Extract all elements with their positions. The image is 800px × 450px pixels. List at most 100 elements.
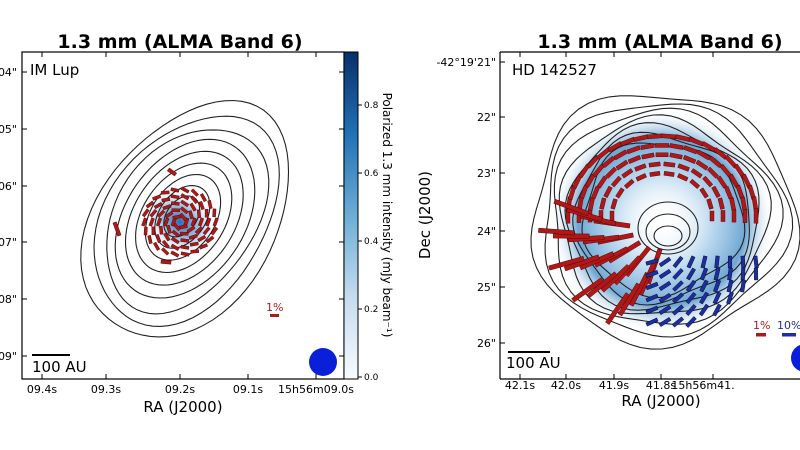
left-contours bbox=[80, 99, 290, 338]
right-red-vector bbox=[641, 152, 655, 160]
right-blue-vector bbox=[658, 305, 672, 315]
right-blue-vector bbox=[727, 267, 733, 281]
right-blue-vector bbox=[645, 281, 659, 291]
left-polarization-vector bbox=[204, 209, 209, 218]
left-polarization-vector bbox=[160, 259, 172, 265]
left-polarization-vector bbox=[180, 251, 190, 257]
left-polarization-vector bbox=[170, 201, 180, 206]
right-red-vector bbox=[677, 163, 690, 172]
right-blue-vector bbox=[686, 255, 696, 269]
right-red-vector bbox=[599, 197, 607, 210]
right-contour-line bbox=[530, 95, 800, 350]
right-cavity-contour bbox=[645, 213, 691, 251]
right-red-vector bbox=[596, 175, 608, 189]
left-y-axis-label: Dec (J2000) bbox=[416, 171, 434, 259]
right-red-vector bbox=[634, 163, 647, 172]
left-polarization-vector bbox=[199, 193, 207, 203]
right-x-tick-label: 15h56m41. bbox=[671, 379, 734, 392]
right-blue-vector bbox=[645, 293, 659, 303]
right-blue-vector bbox=[685, 279, 697, 293]
left-x-tick-label: 09.1s bbox=[233, 383, 263, 396]
left-x-tick-label: 09.3s bbox=[91, 383, 121, 396]
left-polarization-vector bbox=[196, 209, 202, 219]
right-blue-vector bbox=[685, 316, 697, 328]
right-plot-area: 100 AU HD 142527 1% 10% bbox=[500, 52, 800, 379]
left-polarization-vector bbox=[167, 167, 177, 177]
right-red-vector bbox=[706, 198, 714, 210]
right-red-vector bbox=[621, 168, 634, 179]
left-source-name: IM Lup bbox=[30, 61, 79, 79]
left-polarization-vector bbox=[205, 217, 212, 227]
right-red-vector bbox=[702, 175, 714, 188]
left-polarization-vector bbox=[141, 217, 148, 227]
right-blue-vector bbox=[672, 255, 684, 269]
right-blue-vector bbox=[700, 255, 708, 269]
right-blue-vector bbox=[685, 304, 697, 316]
right-blue-vector bbox=[645, 305, 659, 315]
colorbar-label: Polarized 1.3 mm intensity (mJy beam⁻¹) bbox=[380, 93, 394, 338]
right-red-vector bbox=[609, 210, 615, 222]
left-polarization-vector bbox=[197, 217, 205, 227]
right-red-vector bbox=[655, 143, 669, 148]
left-polarization-vector bbox=[186, 225, 196, 234]
left-polarization-vector bbox=[189, 241, 199, 247]
right-red-vector bbox=[742, 209, 748, 223]
left-polarization-vector bbox=[161, 197, 171, 203]
left-polarization-vector bbox=[159, 225, 164, 235]
left-legend-vector bbox=[270, 314, 279, 317]
hd142527-panel: 1.3 mm (ALMA Band 6) 100 AU HD 142527 1%… bbox=[436, 31, 800, 410]
left-beam bbox=[309, 348, 337, 376]
right-red-vector bbox=[663, 161, 676, 168]
left-plot-area: 100 AU IM Lup 1% bbox=[22, 52, 344, 379]
right-blue-vector bbox=[685, 291, 697, 305]
right-blue-vector bbox=[712, 303, 722, 317]
right-blue-vector bbox=[699, 267, 709, 281]
right-y-ticks: -42°19'21" 22" 23" 24" 25" 26" bbox=[436, 56, 505, 350]
right-blue-vector bbox=[645, 317, 659, 327]
left-polarization-vector bbox=[210, 226, 219, 236]
right-red-vector bbox=[753, 208, 759, 224]
right-blue-vector bbox=[645, 258, 659, 266]
colorbar-tick-label: 0.0 bbox=[364, 373, 379, 383]
left-polarization-vector bbox=[171, 208, 181, 213]
left-polarization-vector bbox=[141, 208, 150, 218]
right-blue-vector bbox=[698, 303, 710, 317]
right-red-vector bbox=[669, 143, 684, 150]
right-blue-vector bbox=[686, 267, 696, 281]
right-red-vector bbox=[548, 256, 585, 271]
left-y-tick-label: 06" bbox=[0, 180, 17, 193]
left-polarization-vector bbox=[143, 226, 148, 236]
left-legend-1pct: 1% bbox=[266, 301, 283, 314]
left-polarization-vector bbox=[179, 206, 189, 215]
im-lup-panel: 1.3 mm (ALMA Band 6) 100 AU IM Lup 1% 09… bbox=[0, 31, 434, 416]
left-polarization-vector bbox=[180, 186, 190, 194]
right-red-vector bbox=[682, 155, 697, 164]
left-polarization-vector bbox=[207, 200, 213, 210]
right-red-vector bbox=[571, 277, 604, 303]
left-polarization-vector bbox=[180, 199, 190, 208]
left-polarization-vector bbox=[153, 201, 163, 210]
right-red-vector bbox=[615, 159, 629, 171]
right-y-tick-label: 22" bbox=[477, 111, 496, 124]
left-polarization-vector bbox=[163, 232, 171, 242]
left-x-tick-label: 15h56m09.0s bbox=[278, 383, 354, 396]
right-blue-vector bbox=[699, 279, 709, 293]
left-polarization-vector bbox=[188, 233, 198, 240]
left-vectors bbox=[112, 167, 219, 265]
left-polarization-vector bbox=[145, 200, 155, 209]
left-polarization-vector bbox=[180, 193, 190, 201]
colorbar-tick-label: 0.4 bbox=[364, 237, 379, 247]
right-blue-vector bbox=[740, 255, 746, 269]
right-blue-vector bbox=[714, 255, 720, 269]
right-legend-10pct: 10% bbox=[777, 319, 800, 332]
left-x-ticks: 09.4s 09.3s 09.2s 09.1s 15h56m09.0s bbox=[27, 52, 354, 396]
right-blue-vector bbox=[672, 292, 684, 304]
left-polarization-vector bbox=[212, 217, 219, 227]
right-red-vector bbox=[690, 168, 703, 179]
right-blue-vector bbox=[672, 268, 684, 280]
right-blue-vector bbox=[699, 291, 709, 305]
left-polarization-vector bbox=[205, 235, 215, 244]
left-scale-label: 100 AU bbox=[32, 358, 87, 376]
